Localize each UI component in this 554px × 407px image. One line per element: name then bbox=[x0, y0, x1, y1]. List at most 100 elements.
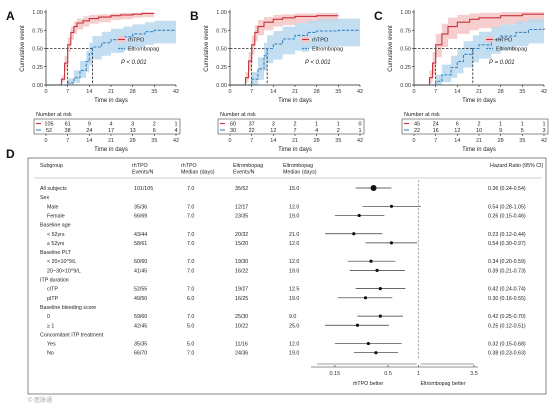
risk-x-tick-label: 0 bbox=[228, 138, 231, 144]
left-direction-label: rhTPO better bbox=[353, 381, 384, 387]
y-tick-label: 0.00 bbox=[216, 83, 227, 89]
hazard-ratio-point bbox=[389, 241, 394, 245]
risk-count: 24 bbox=[433, 122, 439, 128]
column-header-line: Events/N bbox=[233, 170, 255, 176]
risk-count: 1 bbox=[521, 122, 524, 128]
risk-count: 1 bbox=[499, 122, 502, 128]
risk-x-tick-label: 21 bbox=[476, 138, 482, 144]
risk-count: 9 bbox=[88, 122, 91, 128]
risk-x-tick-label: 7 bbox=[66, 138, 69, 144]
p-value: P = 0.001 bbox=[489, 60, 515, 66]
hazard-ratio-ci: 0.25 (0.12-0.51) bbox=[488, 323, 526, 329]
risk-count: 3 bbox=[542, 128, 545, 134]
risk-count: 13 bbox=[130, 128, 136, 134]
risk-count: 5 bbox=[521, 128, 524, 134]
column-header-line: rhTPO bbox=[181, 163, 197, 169]
column-header-line: Median (days) bbox=[283, 170, 317, 176]
risk-count: 3 bbox=[131, 122, 134, 128]
y-tick-label: 0.75 bbox=[400, 28, 411, 34]
risk-count: 45 bbox=[414, 122, 420, 128]
risk-count: 1 bbox=[358, 128, 361, 134]
eltrombopag-events-n: 19/27 bbox=[235, 287, 248, 293]
rhtpo-median: 7.0 bbox=[187, 186, 194, 192]
x-tick-label: 21 bbox=[292, 89, 298, 95]
risk-count: 22 bbox=[249, 128, 255, 134]
hazard-ratio-point bbox=[363, 296, 368, 300]
risk-count: 4 bbox=[315, 128, 318, 134]
eltrombopag-median: 9.0 bbox=[289, 314, 296, 320]
column-header-line: Subgroup bbox=[40, 163, 63, 169]
ci-band-rhtpo bbox=[46, 12, 155, 85]
hazard-ratio-ci: 0.39 (0.21-0.73) bbox=[488, 268, 526, 274]
risk-count: 22 bbox=[414, 128, 420, 134]
subgroup-label: Male bbox=[47, 204, 59, 210]
risk-count: 37 bbox=[249, 122, 255, 128]
risk-x-tick-label: 0 bbox=[412, 138, 415, 144]
x-tick-label: 7 bbox=[250, 89, 253, 95]
risk-x-tick-label: 35 bbox=[151, 138, 157, 144]
risk-x-tick-label: 28 bbox=[314, 138, 320, 144]
x-tick-label: 14 bbox=[86, 89, 92, 95]
rhtpo-median: 7.0 bbox=[187, 232, 194, 238]
x-axis-label: Time in days bbox=[462, 98, 496, 104]
subgroup-label: Sex bbox=[40, 195, 49, 201]
eltrombopag-events-n: 23/35 bbox=[235, 213, 248, 219]
eltrombopag-median: 19.0 bbox=[289, 268, 299, 274]
column-header-line: rhTPO bbox=[132, 163, 148, 169]
legend-label: Eltrombopag bbox=[496, 47, 527, 53]
forest-x-tick-label: 0.15 bbox=[330, 371, 341, 377]
risk-count: 2 bbox=[293, 122, 296, 128]
risk-count: 16 bbox=[433, 128, 439, 134]
subgroup-label: Baseline bleeding score bbox=[40, 305, 96, 311]
risk-count: 38 bbox=[65, 128, 71, 134]
x-tick-label: 14 bbox=[454, 89, 460, 95]
ci-band-rhtpo bbox=[230, 12, 339, 86]
hazard-ratio-ci: 0.26 (0.15-0.46) bbox=[488, 213, 526, 219]
risk-count: 9 bbox=[499, 128, 502, 134]
panel-label: A bbox=[6, 9, 15, 23]
x-tick-label: 0 bbox=[228, 89, 231, 95]
ci-band-eltrombopag bbox=[46, 20, 176, 85]
y-tick-label: 0.00 bbox=[400, 83, 411, 89]
y-tick-label: 0.50 bbox=[216, 47, 227, 53]
risk-x-tick-label: 35 bbox=[519, 138, 525, 144]
subgroup-label: ITP duration bbox=[40, 278, 69, 284]
eltrombopag-events-n: 20/32 bbox=[235, 232, 248, 238]
column-header-line: Events/N bbox=[132, 170, 154, 176]
risk-table-title: Number at risk bbox=[404, 112, 440, 118]
risk-count: 0 bbox=[358, 122, 361, 128]
risk-x-tick-label: 14 bbox=[86, 138, 92, 144]
x-tick-label: 21 bbox=[108, 89, 114, 95]
hazard-ratio-ci: 0.54 (0.28-1.05) bbox=[488, 204, 526, 210]
column-header-line: Median (days) bbox=[181, 170, 215, 176]
risk-count: 2 bbox=[153, 122, 156, 128]
risk-x-tick-label: 28 bbox=[130, 138, 136, 144]
risk-count: 30 bbox=[230, 128, 236, 134]
km-curve-eltrombopag bbox=[46, 29, 176, 86]
x-tick-label: 28 bbox=[498, 89, 504, 95]
km-curve-rhtpo bbox=[414, 13, 544, 86]
risk-x-tick-label: 42 bbox=[173, 138, 179, 144]
hazard-ratio-point bbox=[357, 213, 361, 218]
x-tick-label: 0 bbox=[412, 89, 415, 95]
subgroup-label: Female bbox=[47, 213, 65, 219]
rhtpo-median: 7.0 bbox=[187, 314, 194, 320]
subgroup-label: Baseline PLT bbox=[40, 250, 72, 256]
forest-x-tick-label: 3.5 bbox=[470, 371, 478, 377]
rhtpo-events-n: 59/60 bbox=[134, 314, 147, 320]
subgroup-label: Baseline age bbox=[40, 223, 71, 229]
y-tick-label: 0.25 bbox=[216, 65, 227, 71]
column-header: rhTPO Median (days) bbox=[181, 163, 215, 176]
risk-x-tick-label: 0 bbox=[44, 138, 47, 144]
risk-count: 52 bbox=[46, 128, 52, 134]
ci-band-eltrombopag bbox=[230, 18, 360, 86]
risk-count: 12 bbox=[270, 128, 276, 134]
risk-count: 105 bbox=[44, 122, 53, 128]
y-tick-label: 0.75 bbox=[32, 28, 43, 34]
y-tick-label: 1.00 bbox=[400, 10, 411, 16]
hazard-ratio-ci: 0.38 (0.23-0.63) bbox=[488, 351, 526, 357]
risk-table-title: Number at risk bbox=[36, 112, 72, 118]
ci-band-rhtpo bbox=[414, 12, 544, 85]
eltrombopag-events-n: 11/16 bbox=[235, 342, 248, 348]
